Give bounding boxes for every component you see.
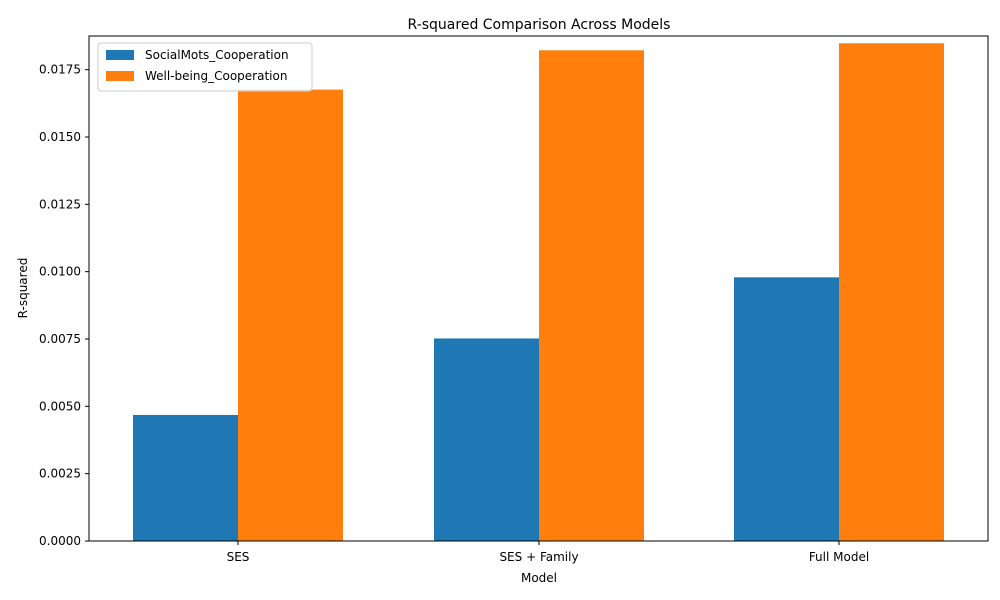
bar-socialmots-ses-family <box>434 338 539 541</box>
x-ticks: SES SES + Family Full Model <box>227 541 869 564</box>
legend-swatch-wellbeing <box>106 71 134 81</box>
bar-socialmots-ses <box>133 414 238 541</box>
chart-title: R-squared Comparison Across Models <box>408 17 671 33</box>
y-tick-label: 0.0075 <box>39 332 81 346</box>
bar-wellbeing-full-model <box>839 43 944 541</box>
x-tick-label: SES <box>227 550 250 564</box>
y-tick-label: 0.0050 <box>39 399 81 413</box>
legend-label-wellbeing: Well-being_Cooperation <box>145 69 287 83</box>
y-tick-label: 0.0000 <box>39 534 81 548</box>
bar-socialmots-full-model <box>734 277 839 541</box>
y-ticks: 0.0000 0.0025 0.0050 0.0075 0.0100 0.0125 0.01… <box>39 63 89 548</box>
legend-label-socialmots: SocialMots_Cooperation <box>145 48 289 62</box>
y-tick-label: 0.0150 <box>39 130 81 144</box>
y-tick-label: 0.0175 <box>39 63 81 77</box>
y-tick-label: 0.0100 <box>39 265 81 279</box>
bars-layer <box>133 43 944 542</box>
y-axis-label: R-squared <box>16 258 30 319</box>
x-axis-label: Model <box>521 571 557 585</box>
bar-wellbeing-ses <box>238 89 343 541</box>
legend: SocialMots_Cooperation Well-being_Cooper… <box>97 42 313 92</box>
y-tick-label: 0.0125 <box>39 197 81 211</box>
bar-wellbeing-ses-family <box>539 50 644 542</box>
legend-swatch-socialmots <box>106 50 134 60</box>
y-tick-label: 0.0025 <box>39 467 81 481</box>
legend-box <box>97 42 313 92</box>
x-tick-label: Full Model <box>809 550 869 564</box>
x-tick-label: SES + Family <box>499 550 578 564</box>
